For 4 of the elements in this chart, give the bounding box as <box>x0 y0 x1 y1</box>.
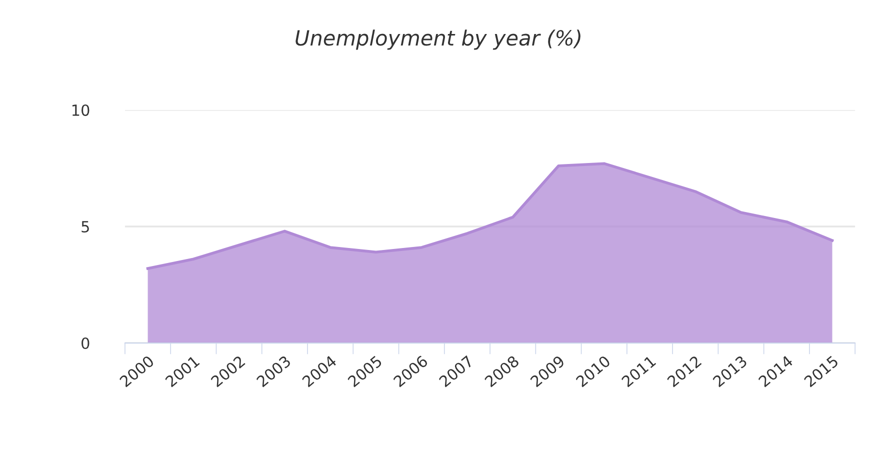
y-tick-label: 10 <box>72 104 90 116</box>
chart-title: Unemployment by year (%) <box>296 30 580 50</box>
y-tick-label: 5 <box>82 221 89 233</box>
y-tick-label: 0 <box>82 337 90 350</box>
